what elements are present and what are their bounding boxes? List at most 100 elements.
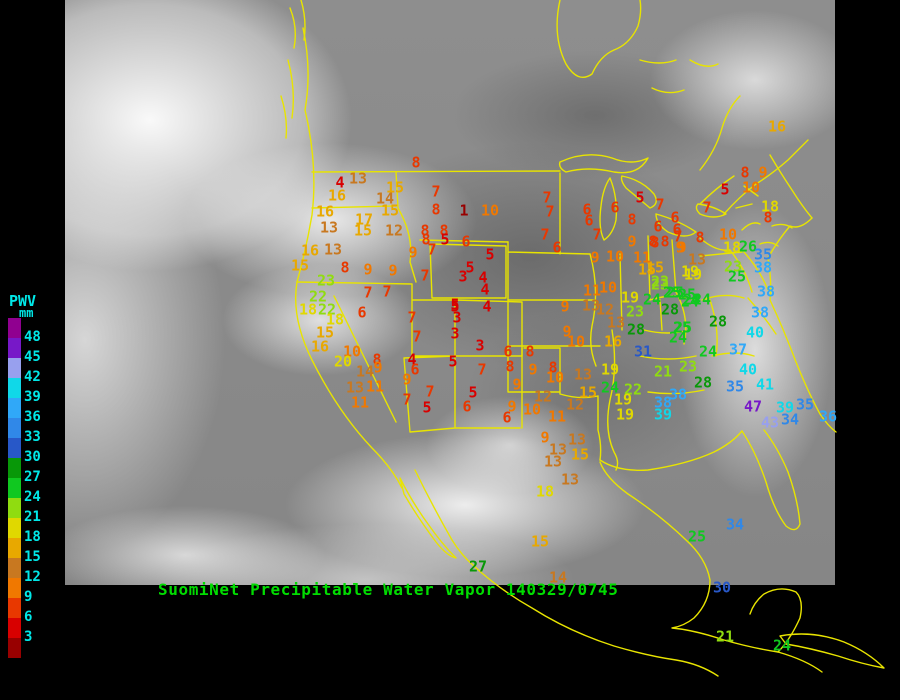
station-pwv-value: 23 — [723, 257, 743, 276]
station-pwv-value: 9 — [528, 360, 538, 379]
station-pwv-value: 18 — [722, 238, 742, 257]
station-pwv-value: 11 — [582, 281, 602, 300]
missouri-river — [589, 253, 597, 367]
station-pwv-value: 4 — [482, 297, 492, 316]
station-pwv-value: 15 — [380, 201, 400, 220]
station-pwv-value: 13 — [543, 452, 563, 471]
station-pwv-value: 16 — [767, 117, 787, 136]
station-pwv-value: 18 — [535, 482, 555, 501]
station-pwv-value: 7 — [540, 225, 550, 244]
station-pwv-value: 35 — [725, 377, 745, 396]
state-lines-west — [296, 171, 523, 433]
station-pwv-value: 16 — [315, 202, 335, 221]
station-pwv-value: 8 — [431, 200, 441, 219]
coastline-mexico-east — [599, 461, 779, 653]
station-pwv-value: 36 — [818, 407, 838, 426]
station-pwv-value: 8 — [420, 221, 430, 240]
legend-tick-label: 21 — [24, 509, 41, 525]
station-pwv-value: 5 — [422, 398, 432, 417]
station-pwv-value: 7 — [402, 390, 412, 409]
station-pwv-value: 19 — [620, 288, 640, 307]
station-pwv-value: 5 — [440, 230, 450, 249]
station-pwv-value: 24 — [682, 290, 702, 309]
station-pwv-value: 11 — [365, 377, 385, 396]
station-pwv-value: 38 — [753, 258, 773, 277]
station-pwv-value: 4 — [407, 350, 417, 369]
station-pwv-value: 5 — [635, 188, 645, 207]
legend-tick-label: 45 — [24, 349, 41, 365]
station-pwv-value: 5 — [450, 297, 460, 316]
station-pwv-value: 9 — [507, 397, 517, 416]
station-pwv-value: 34 — [780, 410, 800, 429]
legend-swatch — [8, 518, 21, 538]
legend-swatch — [8, 318, 21, 338]
station-pwv-value: 19 — [600, 360, 620, 379]
station-pwv-value: 6 — [503, 342, 513, 361]
station-pwv-value: 17 — [354, 210, 374, 229]
legend-tick-label: 3 — [24, 629, 33, 645]
image-title: SuomiNet Precipitable Water Vapor 140329… — [158, 580, 619, 599]
station-pwv-value: 7 — [431, 182, 441, 201]
station-pwv-value: 30 — [712, 578, 732, 597]
station-pwv-value: 10 — [342, 342, 362, 361]
station-pwv-value: 7 — [420, 266, 430, 285]
station-pwv-value: 23 — [316, 271, 336, 290]
legend-swatch — [8, 458, 21, 478]
legend-tick-label: 9 — [24, 589, 33, 605]
station-pwv-value: 8 — [525, 342, 535, 361]
station-pwv-value: 39 — [653, 405, 673, 424]
station-pwv-value: 19 — [613, 390, 633, 409]
station-pwv-value: 6 — [462, 397, 472, 416]
station-pwv-value: 38 — [756, 282, 776, 301]
station-pwv-value: 9 — [562, 322, 572, 341]
station-pwv-value: 6 — [653, 217, 663, 236]
station-pwv-value: 8 — [660, 232, 670, 251]
station-pwv-value: 47 — [743, 397, 763, 416]
station-pwv-value: 7 — [412, 327, 422, 346]
station-pwv-value: 10 — [522, 400, 542, 419]
station-pwv-value: 5 — [468, 383, 478, 402]
station-pwv-value: 11 — [547, 407, 567, 426]
legend-swatch — [8, 498, 21, 518]
station-pwv-value: 24 — [698, 342, 718, 361]
station-pwv-value: 25 — [687, 527, 707, 546]
station-pwv-value: 15 — [637, 260, 657, 279]
coastline-maine — [759, 154, 813, 247]
station-pwv-value: 8 — [548, 358, 558, 377]
station-pwv-value: 8 — [439, 221, 449, 240]
station-pwv-value: 25 — [727, 267, 747, 286]
station-pwv-value: 9 — [560, 297, 570, 316]
station-pwv-value: 28 — [708, 312, 728, 331]
station-pwv-value: 23 — [650, 272, 670, 291]
station-pwv-value: 5 — [448, 352, 458, 371]
station-pwv-value: 10 — [480, 201, 500, 220]
station-pwv-value: 14 — [548, 568, 568, 587]
station-pwv-value: 15 — [530, 532, 550, 551]
station-pwv-value: 15 — [315, 323, 335, 342]
legend-swatch — [8, 418, 21, 438]
station-pwv-value: 9 — [758, 163, 768, 182]
station-pwv-value: 14 — [355, 362, 375, 381]
legend-tick-label: 27 — [24, 469, 41, 485]
station-pwv-value: 12 — [384, 221, 404, 240]
station-pwv-value: 13 — [606, 313, 626, 332]
station-pwv-value: 1 — [459, 201, 469, 220]
station-pwv-value: 5 — [485, 245, 495, 264]
station-pwv-value: 9 — [590, 248, 600, 267]
station-pwv-value: 8 — [505, 357, 515, 376]
station-pwv-value: 9 — [388, 261, 398, 280]
station-pwv-value: 7 — [673, 227, 683, 246]
coastline-mexico-west — [414, 469, 719, 677]
legend-swatch — [8, 398, 21, 418]
station-pwv-value: 13 — [567, 430, 587, 449]
station-pwv-value: 14 — [375, 189, 395, 208]
legend-swatch — [8, 618, 21, 638]
station-pwv-value: 7 — [363, 283, 373, 302]
station-pwv-value: 39 — [775, 398, 795, 417]
station-pwv-value: 19 — [680, 262, 700, 281]
lake-ontario — [695, 203, 727, 218]
station-pwv-value: 24 — [692, 290, 712, 309]
station-pwv-value: 8 — [648, 232, 658, 251]
station-pwv-value: 6 — [672, 220, 682, 239]
